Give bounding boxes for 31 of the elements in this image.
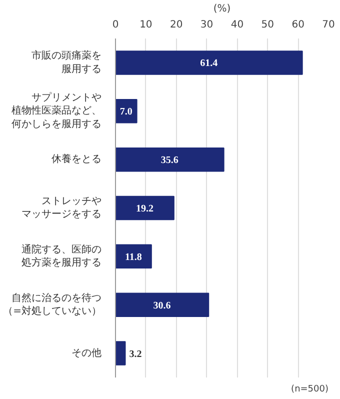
bar xyxy=(116,292,210,317)
y-tick-label: その他 xyxy=(72,346,102,359)
x-tick-label: 20 xyxy=(170,20,183,30)
text: (n=500) xyxy=(291,384,329,394)
x-tick-label: 70 xyxy=(322,20,335,30)
y-tick-label: 自然に治るのを待つ（=対処していない） xyxy=(3,292,102,317)
y-tick-label: 休養をとる xyxy=(52,153,102,166)
bar xyxy=(116,50,303,75)
data-label: 35.6 xyxy=(160,155,178,166)
data-label: 3.2 xyxy=(129,348,142,360)
bar xyxy=(116,147,224,172)
bar xyxy=(116,196,174,220)
bar xyxy=(116,99,138,124)
bar xyxy=(116,244,152,269)
y-tick-label: 市販の頭痛薬を服用する xyxy=(32,50,102,75)
data-label: 19.2 xyxy=(136,204,154,214)
bar xyxy=(116,341,126,366)
x-tick-label: 50 xyxy=(261,20,274,30)
data-label: 30.6 xyxy=(153,300,171,312)
x-tick-label: 0 xyxy=(112,20,119,30)
x-axis-title: (%) xyxy=(213,4,231,14)
y-tick-label: サプリメントや植物性医薬品など、何かしらを服用する xyxy=(12,91,102,130)
data-label: 11.8 xyxy=(124,252,142,263)
data-label: 7.0 xyxy=(120,106,132,118)
x-tick-label: 40 xyxy=(230,20,244,30)
x-tick-label: 30 xyxy=(200,20,214,30)
y-tick-label: ストレッチやマッサージをする xyxy=(22,196,102,220)
x-tick-label: 60 xyxy=(292,20,304,30)
x-tick-label: 10 xyxy=(140,20,152,30)
data-label: 61.4 xyxy=(200,58,218,70)
y-tick-label: 通院する、医師の処方薬を服用する xyxy=(22,243,102,269)
